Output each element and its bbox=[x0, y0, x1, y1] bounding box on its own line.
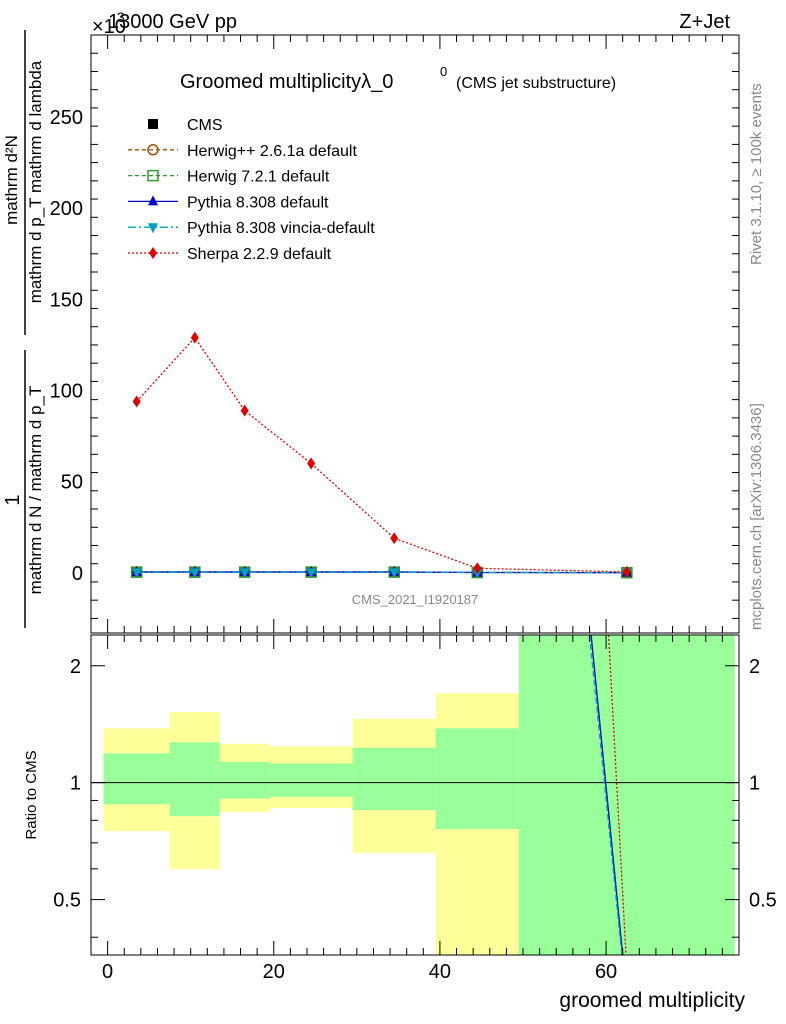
x-tick-label: 40 bbox=[429, 961, 451, 983]
data-point bbox=[131, 568, 142, 579]
y-tick-label: 200 bbox=[50, 198, 83, 220]
ratio-band-green bbox=[219, 762, 270, 799]
plot-title: Groomed multiplicityλ_0 bbox=[180, 71, 393, 93]
ratio-line bbox=[590, 634, 624, 956]
data-point bbox=[240, 404, 249, 417]
main-frame bbox=[90, 34, 740, 634]
ratio-panel: 0.5 0.5 1 1 2 2 0 20 40 60 Ratio to CMS groomed … bbox=[23, 634, 777, 1012]
legend-item: Pythia 8.308 default bbox=[128, 194, 329, 211]
ratio-bands bbox=[103, 635, 735, 955]
series-line bbox=[136, 336, 627, 573]
data-point bbox=[389, 568, 400, 579]
ratio-band-green bbox=[169, 742, 220, 817]
x-tick-label: 0 bbox=[102, 961, 113, 983]
legend-label: CMS bbox=[187, 117, 223, 134]
ratio-band-green bbox=[435, 728, 519, 829]
legend-item: CMS bbox=[148, 117, 223, 134]
x-axis-label: groomed multiplicity bbox=[559, 989, 745, 1012]
legend-label: Pythia 8.308 vincia-default bbox=[187, 220, 375, 237]
ylabel-prefactor-denominator: mathrm d N / mathrm d p_T bbox=[26, 386, 45, 595]
legend-marker bbox=[148, 119, 158, 129]
process-label: Z+Jet bbox=[679, 11, 730, 33]
legend-item: Sherpa 2.2.9 default bbox=[128, 246, 332, 263]
y-tick-label: 0 bbox=[72, 563, 83, 585]
ylabel-numerator: mathrm d²N bbox=[2, 135, 21, 225]
watermark: CMS_2021_I1920187 bbox=[352, 592, 479, 607]
y-tick-label: 150 bbox=[50, 289, 83, 311]
data-point bbox=[189, 568, 200, 579]
ratio-band-green bbox=[269, 763, 353, 797]
legend-marker bbox=[148, 223, 158, 234]
ratio-lines bbox=[588, 634, 627, 956]
main-x-ticks bbox=[107, 35, 723, 633]
legend-item: Herwig 7.2.1 default bbox=[128, 169, 330, 186]
legend-label: Pythia 8.308 default bbox=[187, 194, 329, 211]
data-point bbox=[473, 562, 482, 575]
energy-label: 13000 GeV pp bbox=[108, 11, 237, 33]
legend-label: Sherpa 2.2.9 default bbox=[187, 246, 332, 263]
ratio-y-tick-label: 0.5 bbox=[53, 890, 81, 912]
ratio-y-label: Ratio to CMS bbox=[23, 750, 40, 839]
ratio-band-green bbox=[103, 753, 170, 805]
ratio-y-tick-label-right: 0.5 bbox=[749, 890, 777, 912]
legend-label: Herwig 7.2.1 default bbox=[187, 169, 330, 186]
ratio-y-tick-label: 2 bbox=[70, 656, 81, 678]
ratio-frame bbox=[90, 634, 740, 956]
series-pythia-8-308-vincia-default bbox=[131, 568, 632, 579]
legend-marker bbox=[149, 247, 157, 259]
ratio-band-green bbox=[352, 747, 436, 811]
ratio-y-tick-label-right: 2 bbox=[749, 656, 760, 678]
data-point bbox=[390, 532, 399, 545]
y-tick-label: 50 bbox=[61, 472, 83, 494]
ylabel-prefactor: 1 bbox=[2, 494, 24, 505]
ratio-y-tick-label: 1 bbox=[70, 773, 81, 795]
legend: CMS Herwig++ 2.6.1a default Herwig 7.2.1 d… bbox=[128, 117, 375, 263]
legend-item: Herwig++ 2.6.1a default bbox=[128, 143, 357, 160]
legend-marker bbox=[148, 195, 158, 206]
series-sherpa-2-2-9-default bbox=[132, 331, 631, 578]
series-pythia-8-308-default bbox=[131, 565, 632, 577]
main-y-axis: 0 50 100 150 200 250 bbox=[50, 52, 739, 619]
ratio-y-tick-label-right: 1 bbox=[749, 773, 760, 795]
main-series-group bbox=[130, 331, 633, 579]
main-y-label: 1 mathrm d N / mathrm d p_T mathrm d²N m… bbox=[2, 30, 45, 628]
mcplots-label: mcplots.cern.ch [arXiv:1306.3436] bbox=[748, 403, 765, 630]
y-tick-label: 100 bbox=[50, 381, 83, 403]
ratio-line bbox=[607, 634, 627, 956]
data-point bbox=[306, 568, 317, 579]
data-point bbox=[622, 565, 631, 578]
ratio-band-green bbox=[518, 635, 735, 955]
x-tick-label: 60 bbox=[595, 961, 617, 983]
legend-label: Herwig++ 2.6.1a default bbox=[187, 143, 357, 160]
ratio-x-axis: 0 20 40 60 bbox=[102, 635, 723, 983]
data-point bbox=[307, 457, 316, 470]
legend-item: Pythia 8.308 vincia-default bbox=[128, 220, 375, 237]
data-point bbox=[190, 331, 199, 344]
y-tick-label: 250 bbox=[50, 107, 83, 129]
plot-subtitle: (CMS jet substructure) bbox=[456, 75, 616, 92]
rivet-label: Rivet 3.1.10, ≥ 100k events bbox=[748, 83, 765, 265]
data-point bbox=[239, 568, 250, 579]
plot-title-superscript: 0 bbox=[440, 64, 447, 79]
legend-marker bbox=[147, 169, 159, 182]
x-tick-label: 20 bbox=[263, 961, 285, 983]
ylabel-denominator: mathrm d p_T mathrm d lambda bbox=[26, 60, 45, 303]
ratio-y-axis: 0.5 0.5 1 1 2 2 bbox=[53, 656, 777, 938]
exponent-power: 3 bbox=[117, 9, 125, 25]
data-point bbox=[132, 395, 141, 408]
exponent-label: ×10 bbox=[92, 16, 126, 38]
legend-marker bbox=[147, 144, 159, 156]
